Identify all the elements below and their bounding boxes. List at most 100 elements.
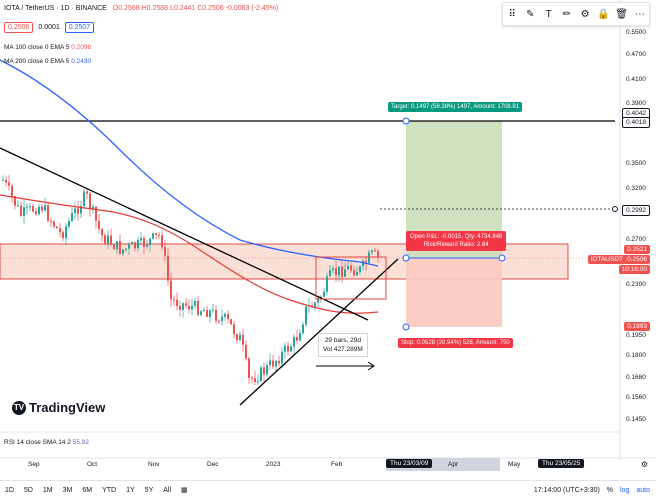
price-axis-label: 0.1560 (626, 394, 646, 401)
candle-body (98, 220, 100, 230)
candle-body (173, 299, 175, 301)
candle-body (152, 233, 154, 239)
candle-body (359, 266, 361, 273)
trash-icon[interactable]: 🗑 (615, 8, 628, 20)
tf-1m[interactable]: 1M (42, 486, 53, 494)
time-label-may: May (508, 461, 521, 468)
tf-5d[interactable]: 5D (23, 486, 33, 494)
candle-body (251, 377, 253, 379)
auto-toggle[interactable]: auto (636, 486, 650, 494)
candle-body (38, 206, 40, 215)
ohlc-values: O0.2568 H0.2588 L0.2441 C0.2506 -0.0063 … (112, 5, 279, 12)
candle-body (281, 351, 283, 364)
candle-body (149, 238, 151, 246)
candle-body (53, 221, 55, 227)
tf-all[interactable]: All (163, 486, 172, 494)
date-range-icon[interactable]: ▦ (181, 487, 188, 494)
tv-logo-text: TradingView (29, 400, 106, 415)
candle-body (377, 251, 379, 257)
ask-pill[interactable]: 0.2507 (64, 22, 95, 33)
log-toggle[interactable]: log (620, 486, 630, 494)
candle-body (41, 206, 43, 211)
tf-3m[interactable]: 3M (62, 486, 73, 494)
measure-label[interactable]: 29 bars, 29d Vol 427.289M (318, 333, 368, 357)
candle-body (344, 269, 346, 277)
candle-body (326, 276, 328, 292)
candle-body (368, 252, 370, 263)
stop-label[interactable]: Stop: 0.0528 (20.94%) 528, Amount: 750 (398, 338, 513, 348)
time-label-feb: Feb (331, 461, 343, 468)
candle-body (68, 220, 70, 227)
candle-body (26, 206, 28, 208)
bottom-toolbar: 1D 5D 1M 3M 6M YTD 1Y 5Y All ▦ 17:14:00 … (0, 480, 656, 499)
open-pl-label[interactable]: Open P&L: -0.0015, Qty: 4734.848 Risk/Re… (406, 231, 507, 251)
candle-body (176, 299, 178, 307)
candle-body (182, 303, 184, 310)
candle-body (71, 212, 73, 221)
bid-pill[interactable]: 0.2506 (4, 22, 34, 33)
text-icon[interactable]: T (545, 8, 552, 20)
price-tag-target: 0.4018 (622, 117, 650, 128)
vol-text: Vol 427.289M (323, 346, 363, 353)
candle-body (221, 316, 223, 322)
drawing-toolbar: ⠿ ✎ T ✏ ⚙ 🔒 🗑 ⋯ (502, 2, 650, 26)
lock-icon[interactable]: 🔒 (597, 8, 610, 20)
candle-body (59, 228, 61, 233)
candle-body (332, 268, 334, 271)
ma200-label: MA 200 close 0 EMA 5 (4, 58, 70, 65)
axis-settings-icon[interactable]: ⚙ (640, 460, 648, 469)
candle-body (137, 240, 139, 249)
candle-body (245, 344, 247, 359)
ma200-legend[interactable]: MA 200 close 0 EMA 5 0.2430 (4, 58, 91, 65)
candle-body (164, 247, 166, 256)
candle-body (338, 266, 340, 276)
candle-body (23, 207, 25, 216)
pen-icon[interactable]: ✏ (562, 8, 572, 20)
candle-body (218, 320, 220, 322)
symbol-title: IOTA / TetherUS · 1D · BINANCE (4, 5, 107, 12)
candle-body (188, 305, 190, 310)
price-axis-label: 0.4100 (626, 76, 646, 83)
candle-body (179, 306, 181, 310)
target-label[interactable]: Target: 0.1497 (59.38%) 1497, Amount: 17… (388, 102, 523, 112)
drag-icon[interactable]: ⠿ (508, 8, 516, 20)
candle-body (11, 185, 13, 197)
ma100-legend[interactable]: MA 100 close 0 EMA 5 0.2098 (4, 44, 91, 51)
candle-body (266, 365, 268, 375)
brush-icon[interactable]: ✎ (526, 8, 535, 20)
candle-body (296, 336, 298, 341)
ma200-line (0, 59, 379, 267)
settings-icon[interactable]: ⚙ (580, 8, 590, 20)
tf-5y[interactable]: 5Y (144, 486, 154, 494)
target-handle (402, 117, 410, 125)
uptrend-line (239, 258, 399, 406)
date-tag-start: Thu 23/03/09 (386, 459, 433, 468)
tf-ytd[interactable]: YTD (102, 486, 117, 494)
percent-toggle[interactable]: % (606, 486, 614, 494)
price-axis-label: 0.3500 (626, 160, 646, 167)
stop-zone (406, 258, 502, 327)
price-axis-label: 0.2700 (626, 236, 646, 243)
tf-6m[interactable]: 6M (82, 486, 93, 494)
more-icon[interactable]: ⋯ (634, 8, 645, 20)
candle-body (293, 336, 295, 347)
candle-body (305, 306, 307, 325)
candle-body (128, 244, 130, 249)
symbol-legend[interactable]: IOTA / TetherUS · 1D · BINANCE O0.2568 H… (4, 5, 278, 12)
rsi-legend[interactable]: RSI 14 close SMA 14 2 55.92 (4, 439, 89, 446)
tradingview-logo[interactable]: TV TradingView (12, 400, 105, 415)
candle-body (206, 309, 208, 317)
candle-body (101, 229, 103, 236)
price-axis-label: 0.1450 (626, 416, 646, 423)
candle-body (278, 360, 280, 364)
ma100-label: MA 100 close 0 EMA 5 (4, 44, 70, 51)
downtrend-line (0, 147, 369, 321)
candle-body (83, 191, 85, 206)
candle-body (56, 226, 58, 229)
date-tag-end: Thu 23/05/25 (538, 459, 585, 468)
tf-1d[interactable]: 1D (5, 486, 14, 494)
clock-time[interactable]: 17:14:00 (UTC+3:30) (533, 486, 600, 494)
tf-1y[interactable]: 1Y (126, 486, 135, 494)
